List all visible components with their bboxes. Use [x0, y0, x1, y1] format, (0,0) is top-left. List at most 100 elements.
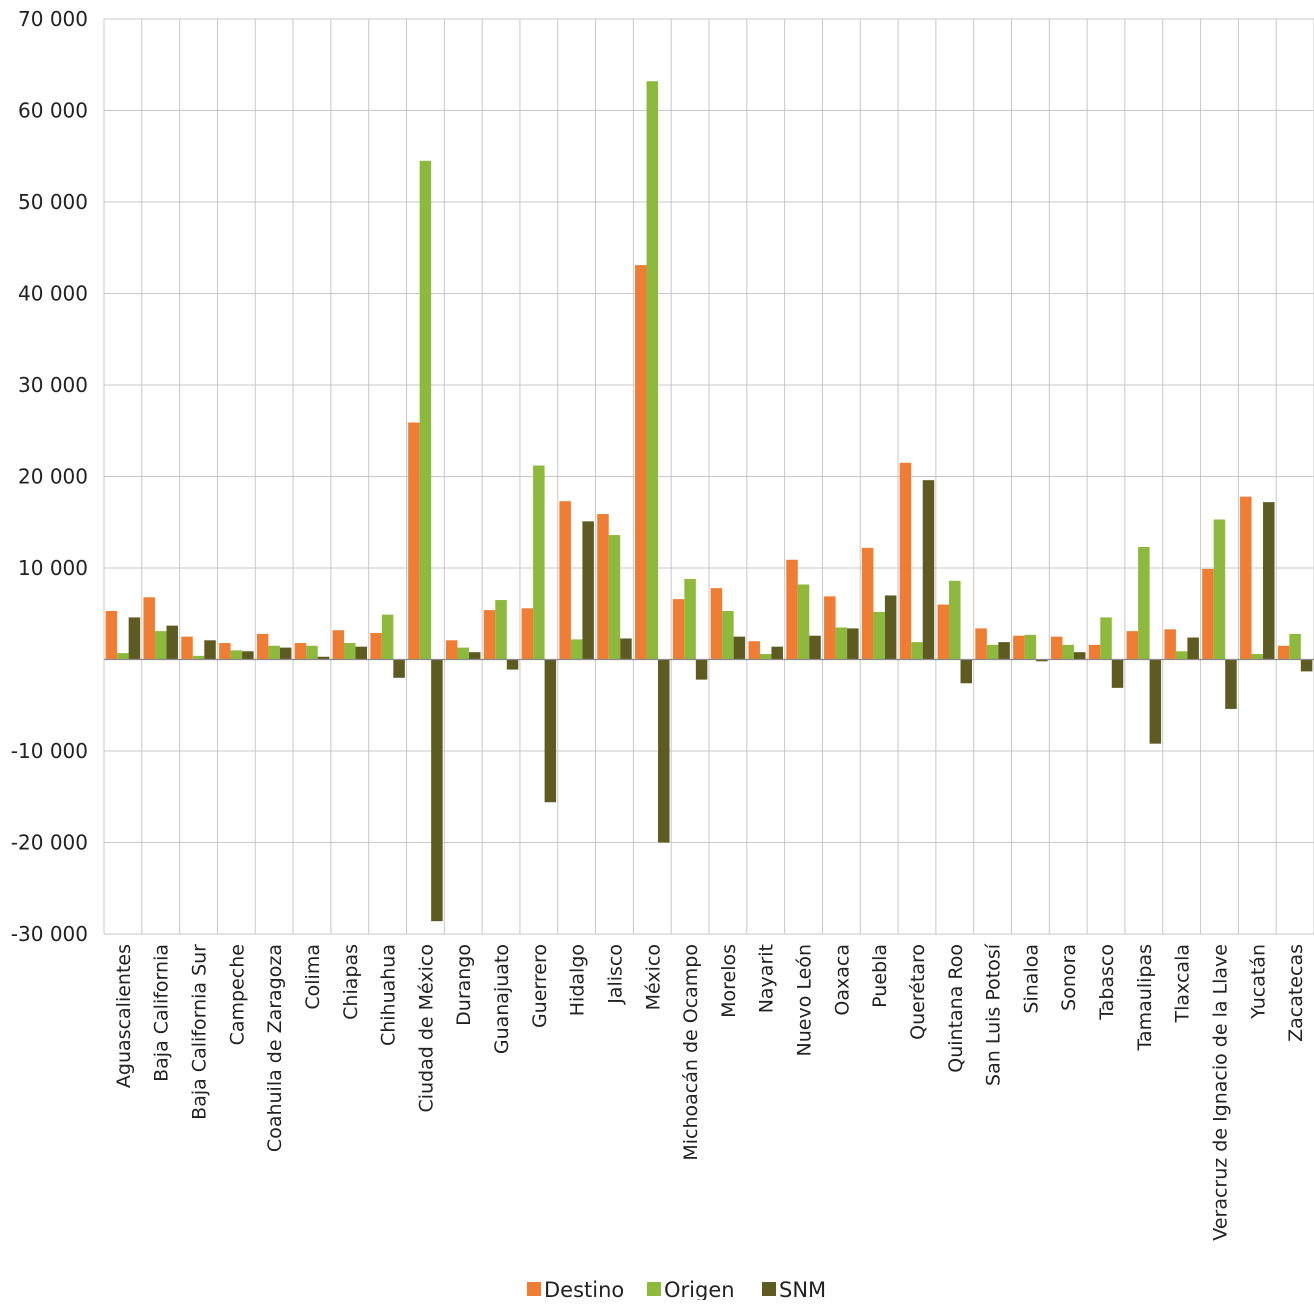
legend-swatch-origen [647, 1282, 661, 1296]
legend-label-origen: Origen [664, 1278, 735, 1300]
bar-snm [506, 659, 519, 670]
bar-snm [809, 635, 821, 660]
bar-destino [219, 643, 231, 660]
bar-snm [1187, 637, 1199, 660]
y-tick-label: 40 000 [18, 282, 88, 306]
bar-origen [684, 578, 696, 660]
bar-destino [408, 422, 420, 660]
bar-snm [771, 646, 783, 660]
x-tick-label: Chiapas [340, 944, 362, 1020]
bar-destino [1013, 635, 1025, 660]
bar-snm [1073, 652, 1086, 660]
bar-origen [533, 465, 545, 660]
bar-origen [949, 580, 961, 660]
x-tick-label: Nayarit [756, 944, 778, 1013]
bar-origen [381, 614, 394, 660]
bar-snm [1263, 502, 1275, 660]
bar-snm [658, 659, 670, 843]
bar-snm [1036, 659, 1048, 662]
bar-origen [117, 653, 129, 660]
bar-destino [370, 632, 382, 660]
x-tick-label: Colima [302, 944, 324, 1010]
x-tick-label: Baja California [151, 944, 173, 1082]
y-tick-label: 30 000 [18, 373, 88, 397]
bar-origen [1175, 651, 1188, 660]
x-tick-label: Querétaro [907, 944, 929, 1040]
bar-destino [635, 265, 647, 660]
bar-snm [620, 638, 632, 660]
x-tick-label: Chihuahua [378, 944, 400, 1046]
y-tick-label: -20 000 [11, 831, 88, 855]
x-tick-label: Puebla [869, 944, 891, 1008]
x-tick-label: Hidalgo [567, 944, 589, 1016]
x-tick-label: Campeche [226, 944, 248, 1045]
bar-snm [582, 521, 594, 660]
bar-origen [268, 645, 280, 660]
bar-snm [922, 480, 935, 660]
legend-label-destino: Destino [544, 1278, 624, 1300]
x-tick-label: Tabasco [1096, 944, 1118, 1021]
x-tick-label: Quintana Roo [945, 944, 967, 1073]
bar-snm [1300, 659, 1313, 672]
y-tick-label: 20 000 [18, 465, 88, 489]
bar-destino [597, 514, 609, 660]
legend-swatch-destino [527, 1282, 541, 1296]
bar-snm [128, 617, 141, 660]
bar-origen [608, 535, 621, 660]
bar-destino [710, 588, 723, 660]
bar-destino [786, 559, 798, 660]
bar-destino [256, 633, 269, 660]
bar-snm [317, 656, 330, 660]
bars [105, 81, 1313, 922]
x-tick-label: Tamaulipas [1134, 944, 1156, 1051]
bar-snm [884, 595, 897, 660]
bar-destino [105, 611, 118, 660]
x-tick-label: Nuevo León [794, 944, 816, 1056]
bar-origen [1100, 617, 1112, 660]
x-tick-label: Morelos [718, 944, 740, 1018]
bar-destino [143, 597, 155, 660]
bar-origen [1289, 633, 1301, 660]
x-tick-label: Oaxaca [831, 944, 853, 1016]
bar-origen [835, 627, 848, 660]
bar-snm [355, 646, 368, 660]
bar-destino [559, 501, 571, 660]
bar-destino [899, 462, 912, 660]
bar-destino [861, 547, 874, 660]
x-tick-label: Yucatán [1247, 944, 1269, 1020]
bar-snm [1225, 659, 1237, 709]
bar-destino [181, 636, 193, 660]
bar-snm [279, 647, 292, 660]
bar-destino [672, 599, 685, 660]
bar-destino [1277, 645, 1290, 660]
x-tick-label: Baja California Sur [189, 944, 211, 1120]
bar-snm [431, 659, 443, 922]
bar-snm [544, 659, 557, 803]
bar-destino [294, 643, 307, 660]
x-tick-label: Sonora [1058, 944, 1080, 1011]
y-tick-label: 50 000 [18, 190, 88, 214]
bar-origen [192, 655, 205, 660]
bar-snm [1111, 659, 1124, 688]
bar-origen [646, 81, 659, 660]
x-tick-label: Guerrero [529, 944, 551, 1028]
x-tick-label: San Luis Potosí [983, 943, 1005, 1086]
bar-snm [960, 659, 973, 684]
x-tick-label: Jalisco [604, 944, 626, 1005]
bar-destino [1126, 631, 1139, 660]
axes: -30 000 -20 000 -10 000 10 000 20 000 30 000 4… [11, 7, 1314, 1241]
y-tick-label: 70 000 [18, 7, 88, 31]
x-tick-label: Zacatecas [1285, 944, 1307, 1042]
bar-origen [344, 643, 356, 660]
y-tick-label: 10 000 [18, 556, 88, 580]
bar-origen [230, 650, 243, 660]
y-tick-label: -30 000 [11, 922, 88, 946]
bar-snm [242, 651, 254, 660]
bar-snm [695, 659, 708, 680]
grid [103, 18, 1314, 935]
bar-destino [521, 608, 534, 660]
bar-origen [1062, 644, 1074, 660]
bar-origen [1138, 546, 1150, 660]
